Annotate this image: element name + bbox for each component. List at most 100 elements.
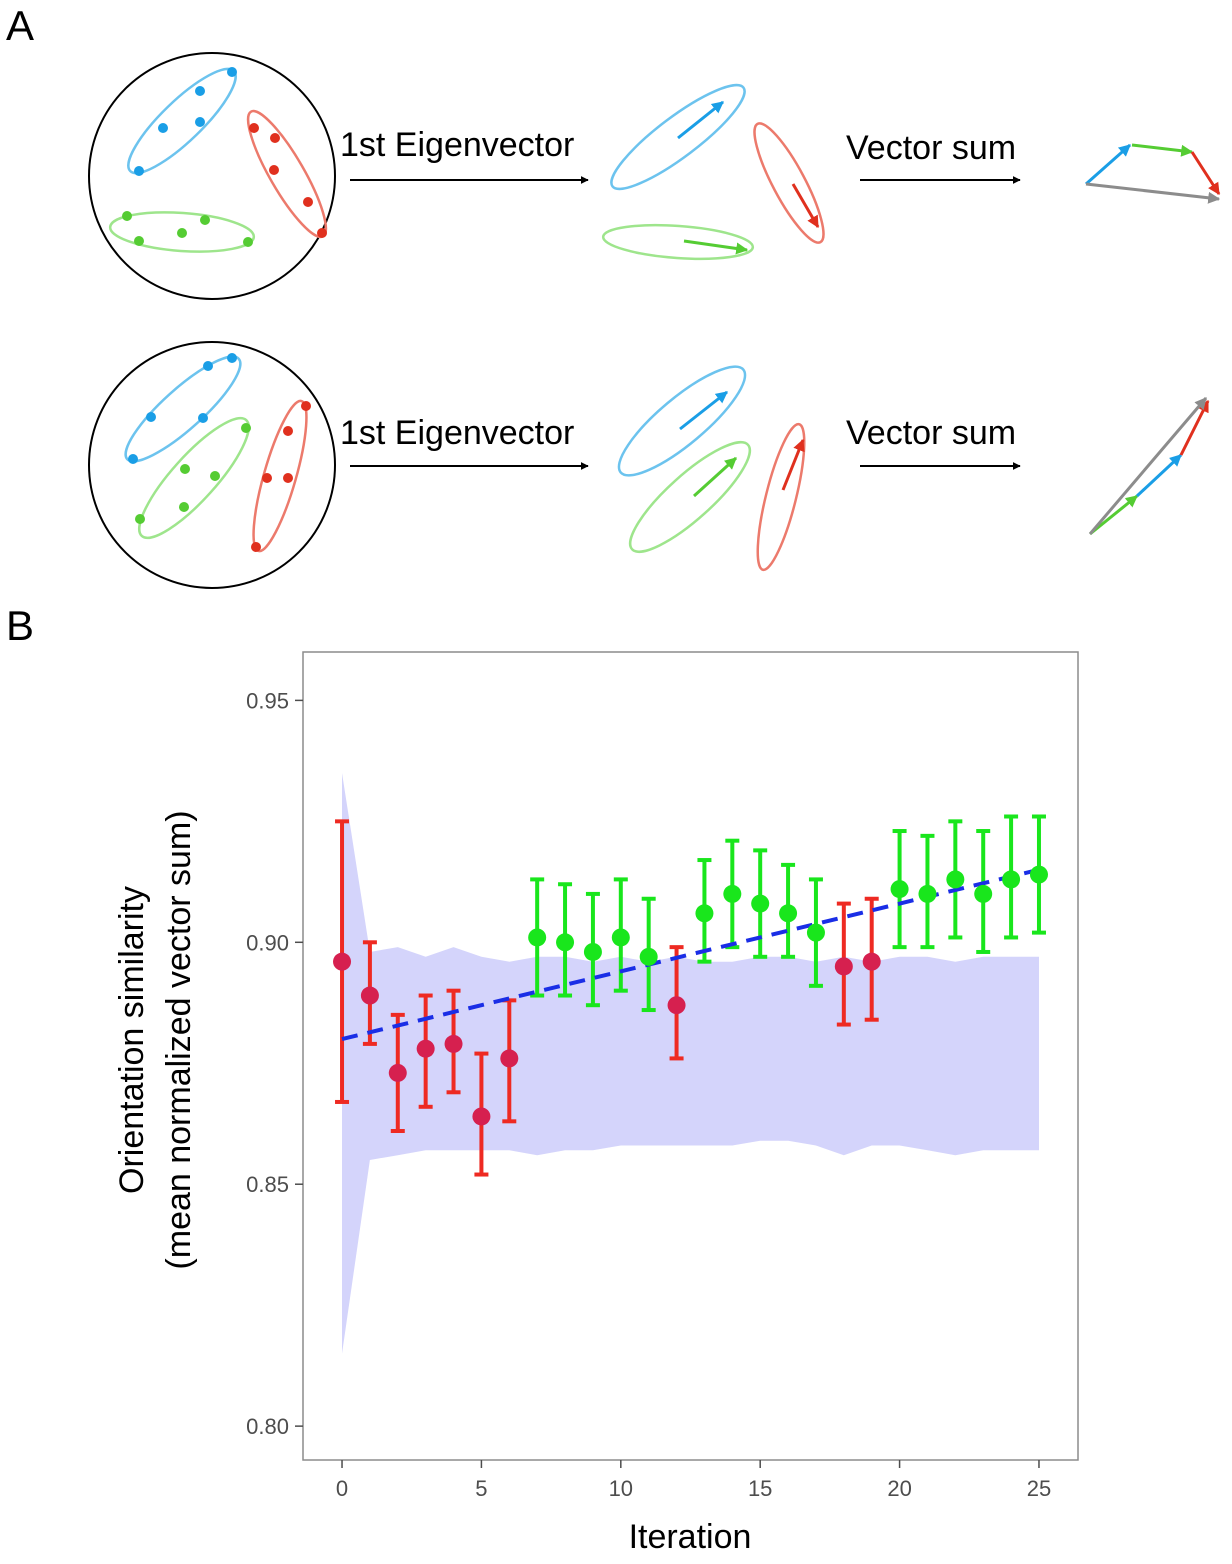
trend-line [341,867,1040,1042]
y-tick-label: 0.95 [246,688,289,713]
data-point [333,952,352,971]
data-point [135,514,145,524]
x-tick-label: 5 [475,1476,487,1501]
blue-cluster-1 [127,67,237,176]
red-cluster-2 [251,399,311,553]
data-point [146,412,156,422]
data-point [723,884,742,903]
blue-eigenvector-arrow [677,100,724,140]
data-point [528,928,547,947]
data-point [122,211,132,221]
data-point [1002,870,1021,889]
data-point [556,933,575,952]
data-point [974,884,993,903]
y-tick-label: 0.85 [246,1172,289,1197]
data-point [249,123,259,133]
data-point [283,426,293,436]
chart-b: 0 5 10 15 20 25 0.80 0.85 0.90 0.95 Iteration Or… [113,651,1079,1556]
sum-blue-vector [1085,143,1131,186]
data-point [695,904,714,923]
sum-result-vector [1088,397,1208,535]
data-point [243,237,253,247]
data-point [946,870,965,889]
data-point [806,923,825,942]
data-point [200,215,210,225]
data-point [227,67,237,77]
data-point [779,904,798,923]
blue-ellipse [124,355,242,463]
blue-ellipse [127,67,237,175]
data-point [416,1039,435,1058]
data-point [262,473,272,483]
data-point [177,228,187,238]
blue-ellipse [610,83,746,191]
sum-green-vector [1131,143,1194,157]
step-label-vector-sum: Vector sum [846,414,1016,452]
x-axis: 0 5 10 15 20 25 [336,1460,1051,1501]
x-tick-label: 20 [887,1476,911,1501]
diagram-row-2: 1st Eigenvector Vector sum [88,341,1210,589]
data-point [583,942,602,961]
null-band [342,773,1039,1354]
x-tick-label: 10 [609,1476,633,1501]
data-point [388,1063,407,1082]
green-eigenvector-arrow [683,239,749,255]
sum-blue-vector [1135,453,1183,498]
data-point [890,880,909,899]
data-point [751,894,770,913]
data-point [360,986,379,1005]
cluster-circle-2 [88,341,336,589]
sum-red-vector [1179,399,1210,456]
data-point [134,166,144,176]
green-eigenvector-arrow [692,456,738,498]
diagram-row-1: 1st Eigenvector Vector sum [88,52,1221,300]
x-tick-label: 0 [336,1476,348,1501]
data-point [128,454,138,464]
y-axis: 0.80 0.85 0.90 0.95 [246,688,303,1439]
red-ellipse [753,122,825,244]
green-ellipse [108,211,256,253]
data-point [227,353,237,363]
x-tick-label: 25 [1027,1476,1051,1501]
data-point [611,928,630,947]
y-axis-title-line-1: Orientation similarity [113,886,151,1194]
data-point [179,502,189,512]
data-point [270,133,280,143]
blue-ellipse [617,365,747,477]
data-point [203,361,213,371]
green-cluster-1 [108,211,256,253]
sum-result-vector [1085,182,1221,204]
data-point [283,473,293,483]
data-point [301,401,311,411]
data-point [158,123,168,133]
data-point [198,413,208,423]
data-point [210,471,220,481]
step-label-eigenvector: 1st Eigenvector [340,414,574,452]
panel-label-b: B [6,602,34,649]
red-eigenvector-arrow [791,183,820,229]
cluster-circle-1 [88,52,336,300]
data-point [834,957,853,976]
x-axis-title: Iteration [629,1518,752,1556]
data-point [241,423,251,433]
red-cluster-1 [246,109,328,239]
data-point [195,86,205,96]
data-point [134,236,144,246]
y-tick-label: 0.90 [246,930,289,955]
red-eigenvector-arrow [781,438,805,491]
step-label-eigenvector: 1st Eigenvector [340,126,574,164]
data-point [269,165,279,175]
data-point [195,117,205,127]
y-tick-label: 0.80 [246,1414,289,1439]
data-point [317,228,327,238]
data-point [251,542,261,552]
red-ellipse [756,422,806,572]
data-point [667,996,686,1015]
blue-cluster-2 [124,353,242,464]
data-point [444,1034,463,1053]
green-cluster-2 [135,416,251,540]
data-point [862,952,881,971]
y-axis-title-line-2: (mean normalized vector sum) [160,810,198,1269]
x-tick-label: 15 [748,1476,772,1501]
